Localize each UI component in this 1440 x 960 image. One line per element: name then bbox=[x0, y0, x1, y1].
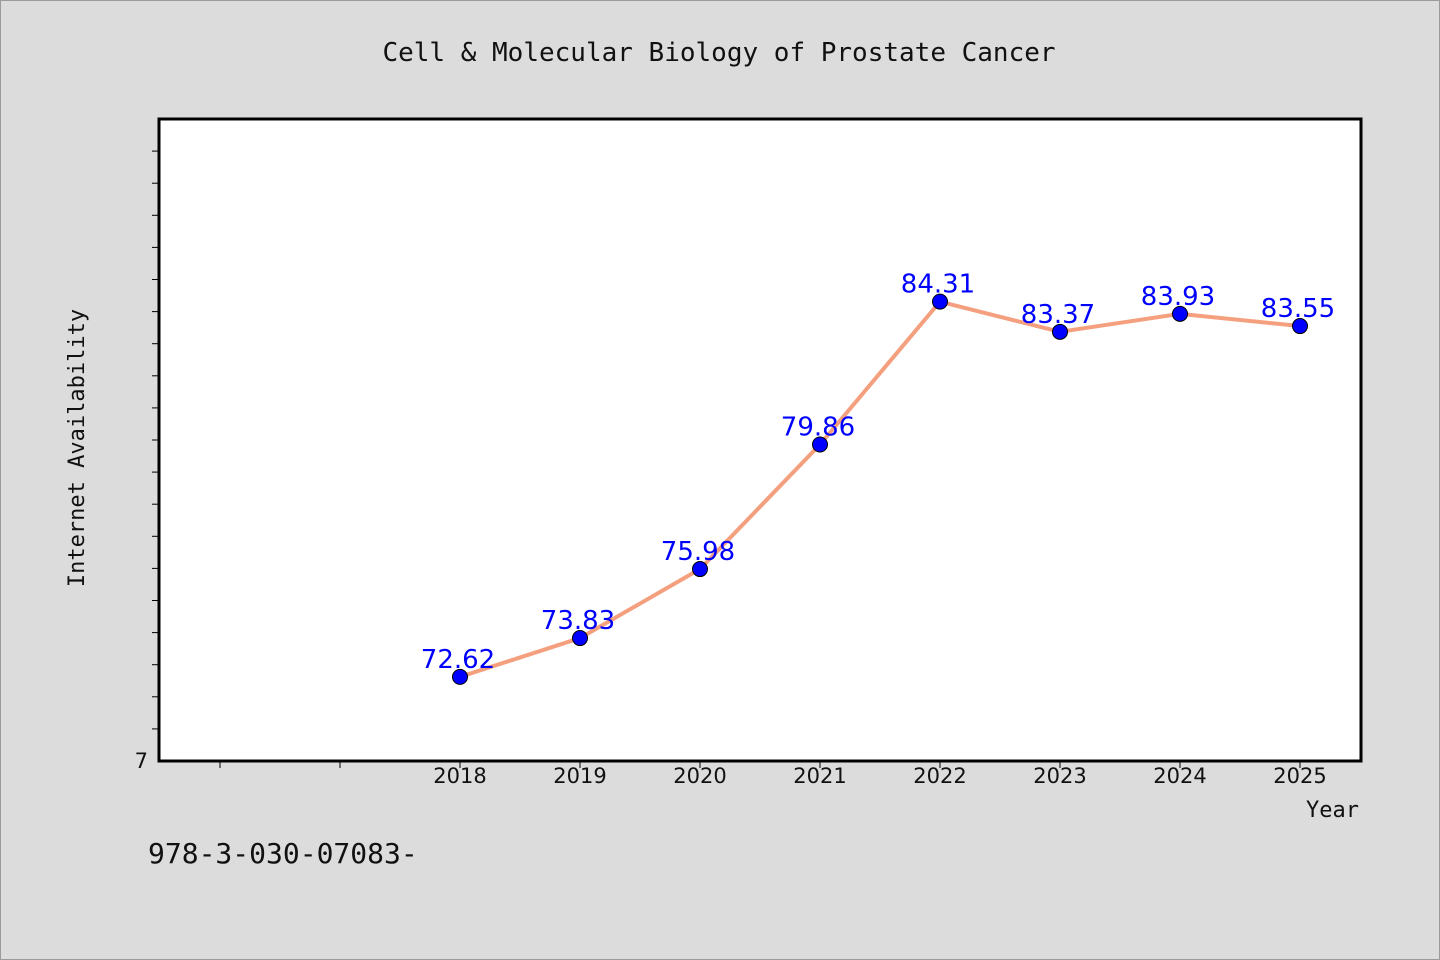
y-axis-ticks bbox=[152, 150, 159, 730]
x-tick-label: 2025 bbox=[1273, 764, 1326, 788]
x-tick-label: 2019 bbox=[553, 764, 606, 788]
data-label: 83.55 bbox=[1261, 294, 1335, 324]
data-point bbox=[452, 668, 468, 685]
x-tick-label: 2020 bbox=[673, 764, 726, 788]
data-label: 83.37 bbox=[1021, 300, 1095, 330]
data-point bbox=[932, 293, 948, 310]
data-point bbox=[812, 436, 828, 453]
footer-text: 978-3-030-07083- bbox=[148, 837, 418, 870]
y-tick-label: 7 bbox=[135, 749, 148, 773]
data-label: 73.83 bbox=[541, 606, 615, 636]
x-tick-label: 2022 bbox=[913, 764, 966, 788]
x-axis-ticks: 2018 2019 2020 2021 2022 2023 2024 2025 bbox=[219, 761, 1327, 788]
data-point bbox=[572, 630, 588, 647]
plot-area bbox=[157, 117, 1363, 763]
y-axis-label: Internet Availability bbox=[65, 309, 90, 587]
x-tick-label: 2021 bbox=[793, 764, 846, 788]
x-tick-label: 2018 bbox=[433, 764, 486, 788]
data-label: 79.86 bbox=[781, 412, 855, 442]
data-label: 84.31 bbox=[901, 270, 975, 300]
data-point bbox=[1052, 323, 1068, 340]
data-label: 72.62 bbox=[421, 645, 495, 675]
x-tick-label: 2024 bbox=[1153, 764, 1206, 788]
series-line bbox=[458, 299, 1302, 679]
data-point bbox=[1172, 305, 1188, 322]
series-group: 72.62 73.83 75.98 79.86 84.31 83.37 83.93 83.55 bbox=[421, 270, 1335, 685]
x-tick-label: 2023 bbox=[1033, 764, 1086, 788]
data-point bbox=[692, 561, 708, 578]
data-label: 75.98 bbox=[661, 537, 735, 567]
x-axis-label: Year bbox=[1306, 798, 1359, 823]
data-point bbox=[1292, 318, 1308, 335]
data-label: 83.93 bbox=[1141, 282, 1215, 312]
chart-title: Cell & Molecular Biology of Prostate Can… bbox=[382, 38, 1055, 68]
